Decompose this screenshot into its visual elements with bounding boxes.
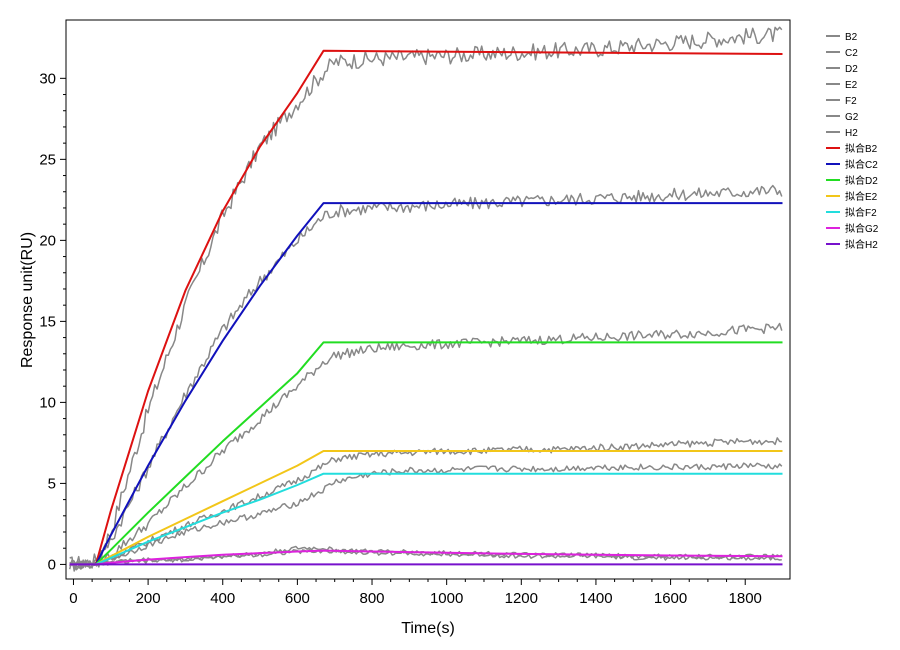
legend-label: 拟合E2 — [845, 190, 878, 203]
legend-label: C2 — [845, 48, 858, 59]
series-line-拟合G2 — [69, 549, 783, 566]
legend-label: 拟合H2 — [845, 238, 878, 251]
series-line-拟合F2 — [69, 472, 783, 566]
series-line-B2 — [69, 26, 783, 572]
series-line-E2 — [69, 437, 782, 569]
legend-label: D2 — [845, 64, 858, 75]
y-tick-label: 30 — [39, 70, 56, 87]
legend-label: F2 — [845, 96, 857, 107]
y-tick-label: 20 — [39, 232, 56, 249]
x-axis-title: Time(s) — [401, 620, 455, 637]
x-tick-label: 400 — [210, 590, 235, 607]
y-tick-label: 5 — [48, 475, 56, 492]
x-tick-label: 800 — [360, 590, 385, 607]
legend-label: E2 — [845, 80, 858, 91]
series-line-C2 — [68, 184, 783, 571]
x-tick-label: 1000 — [430, 590, 463, 607]
legend-label: 拟合D2 — [845, 174, 878, 187]
series-line-D2 — [69, 322, 783, 570]
x-tick-label: 0 — [69, 590, 77, 607]
x-tick-label: 1400 — [579, 590, 612, 607]
y-axis-title: Response unit(RU) — [19, 232, 36, 368]
y-tick-label: 0 — [48, 556, 56, 573]
legend: B2 C2 D2 E2 F2 G2 H2 拟合B2 拟合C2 拟合D2 拟合E2 拟合F2 拟合G2 拟合… — [826, 32, 879, 251]
y-axis: 0 5 10 15 20 25 30 — [39, 70, 66, 573]
x-axis: 0 200 400 600 800 1000 1200 1400 1600 1800 — [69, 579, 762, 607]
legend-label: G2 — [845, 112, 859, 123]
plot-area — [65, 19, 791, 580]
y-tick-label: 25 — [39, 151, 56, 168]
legend-label: 拟合F2 — [845, 206, 877, 219]
x-tick-label: 1200 — [505, 590, 538, 607]
legend-label: 拟合B2 — [845, 142, 878, 155]
x-tick-label: 1800 — [729, 590, 762, 607]
legend-label: 拟合G2 — [845, 222, 879, 235]
y-tick-label: 10 — [39, 394, 56, 411]
series-line-拟合E2 — [69, 450, 783, 566]
x-tick-label: 600 — [285, 590, 310, 607]
legend-label: 拟合C2 — [845, 158, 878, 171]
series-line-拟合B2 — [69, 49, 783, 566]
legend-label: H2 — [845, 128, 858, 139]
x-tick-label: 200 — [136, 590, 161, 607]
y-tick-label: 15 — [39, 313, 56, 330]
series-line-拟合C2 — [69, 202, 783, 566]
legend-label: B2 — [845, 32, 858, 43]
x-tick-label: 1600 — [654, 590, 687, 607]
series-line-拟合D2 — [69, 341, 783, 566]
series-line-F2 — [69, 462, 783, 568]
